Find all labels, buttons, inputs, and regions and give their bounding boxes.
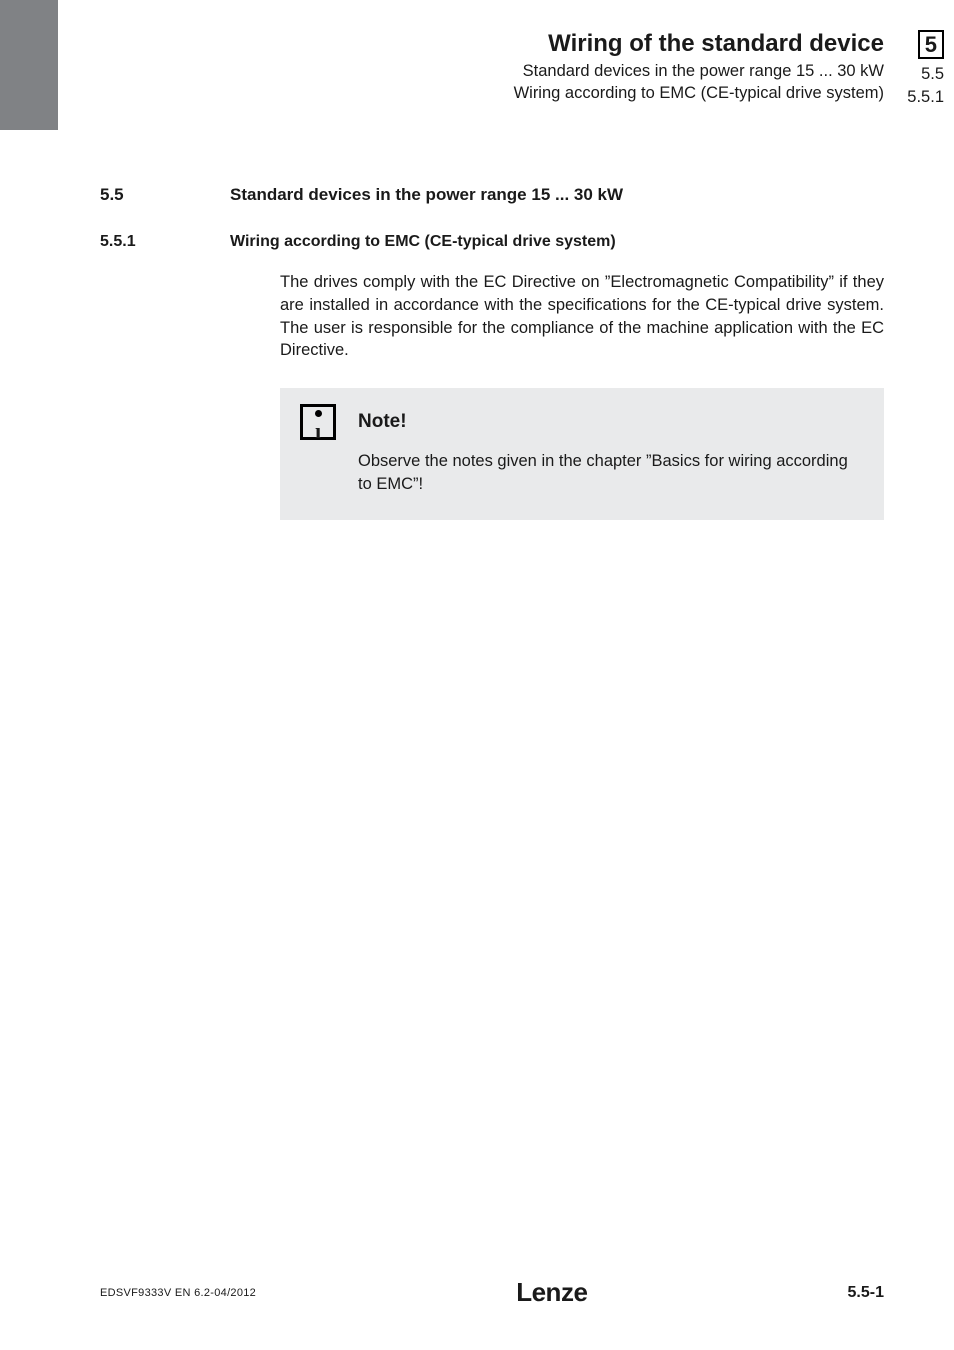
- footer-page-number: 5.5-1: [848, 1284, 884, 1302]
- header-subsection-number: 5.5.1: [894, 86, 944, 108]
- header-subtitle-2: Wiring according to EMC (CE-typical driv…: [58, 82, 884, 104]
- footer-logo: Lenze: [516, 1277, 587, 1308]
- chapter-number-box: 5: [918, 30, 944, 59]
- subsection-number: 5.5.1: [100, 233, 230, 251]
- subsection-heading: 5.5.1 Wiring according to EMC (CE-typica…: [100, 233, 884, 251]
- side-accent-bar: [0, 0, 58, 130]
- subsection-title: Wiring according to EMC (CE-typical driv…: [230, 233, 616, 251]
- header-subtitle-1: Standard devices in the power range 15 .…: [58, 60, 884, 82]
- header-section-numbers: 5 5.5 5.5.1: [894, 30, 954, 108]
- note-body: Observe the notes given in the chapter ”…: [358, 450, 864, 496]
- body-paragraph: The drives comply with the EC Directive …: [280, 271, 884, 362]
- note-header: ı Note!: [300, 404, 864, 440]
- header-section-number: 5.5: [894, 63, 944, 85]
- info-icon: ı: [300, 404, 336, 440]
- page-header: Wiring of the standard device Standard d…: [58, 30, 954, 105]
- page-content: 5.5 Standard devices in the power range …: [100, 185, 884, 520]
- note-title: Note!: [358, 411, 407, 433]
- page-footer: EDSVF9333V EN 6.2-04/2012 Lenze 5.5-1: [100, 1277, 884, 1308]
- note-box: ı Note! Observe the notes given in the c…: [280, 388, 884, 520]
- section-number: 5.5: [100, 185, 230, 205]
- section-title: Standard devices in the power range 15 .…: [230, 185, 623, 205]
- section-heading: 5.5 Standard devices in the power range …: [100, 185, 884, 205]
- footer-doc-id: EDSVF9333V EN 6.2-04/2012: [100, 1287, 256, 1299]
- header-title: Wiring of the standard device: [58, 30, 884, 58]
